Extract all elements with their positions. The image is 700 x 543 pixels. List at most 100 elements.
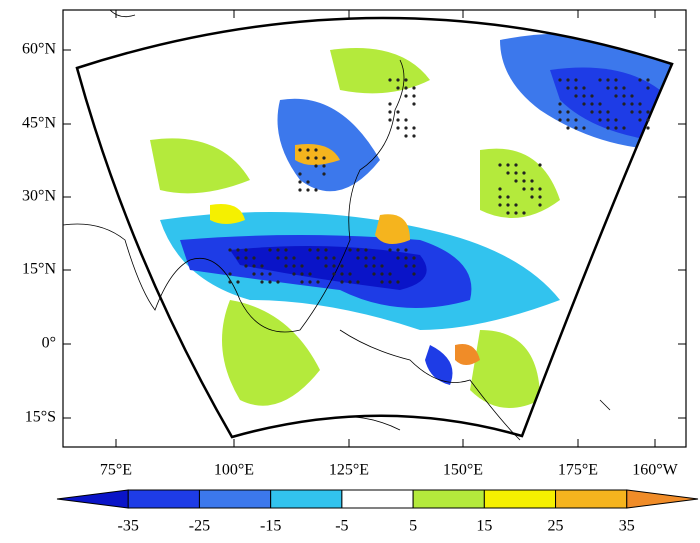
dot <box>412 256 416 260</box>
dot <box>498 195 502 199</box>
dot <box>558 102 562 106</box>
dot <box>314 148 318 152</box>
dot <box>630 94 634 98</box>
dot <box>316 248 320 252</box>
dot <box>646 86 650 90</box>
coastlines <box>62 9 611 441</box>
dot <box>522 171 526 175</box>
dot <box>614 94 618 98</box>
dot <box>582 126 586 130</box>
dot <box>300 272 304 276</box>
colorbar-label: 15 <box>476 518 492 535</box>
dot <box>530 179 534 183</box>
dot <box>630 102 634 106</box>
dot <box>276 280 280 284</box>
dot <box>590 102 594 106</box>
dot <box>614 126 618 130</box>
dot <box>566 118 570 122</box>
dot <box>396 78 400 82</box>
colorbar-end <box>626 489 699 509</box>
dot <box>396 86 400 90</box>
dot <box>606 118 610 122</box>
dot <box>300 280 304 284</box>
dot <box>244 248 248 252</box>
colorbar-segment <box>127 489 200 509</box>
dot <box>574 126 578 130</box>
dot <box>514 171 518 175</box>
dot <box>404 248 408 252</box>
dot <box>574 78 578 82</box>
dot <box>514 211 518 215</box>
colorbar-segment <box>341 489 414 509</box>
dot <box>348 272 352 276</box>
dot <box>404 118 408 122</box>
dot <box>530 195 534 199</box>
colorbar-label: -15 <box>260 518 281 535</box>
dot <box>396 280 400 284</box>
dot <box>404 126 408 130</box>
dot <box>412 94 416 98</box>
dot <box>314 156 318 160</box>
dot <box>388 102 392 106</box>
dot <box>292 272 296 276</box>
dot <box>332 272 336 276</box>
dot <box>356 248 360 252</box>
dot <box>574 118 578 122</box>
dot <box>236 280 240 284</box>
dot <box>498 187 502 191</box>
dot <box>324 248 328 252</box>
dot <box>260 264 264 268</box>
dot <box>252 256 256 260</box>
dot <box>306 156 310 160</box>
dot <box>396 110 400 114</box>
dot <box>380 272 384 276</box>
dot <box>308 248 312 252</box>
dot <box>566 110 570 114</box>
dot <box>388 110 392 114</box>
dot <box>298 180 302 184</box>
dot <box>396 248 400 252</box>
dot <box>388 118 392 122</box>
dot <box>324 264 328 268</box>
dot <box>292 264 296 268</box>
dot <box>260 272 264 276</box>
dot <box>314 164 318 168</box>
dot <box>252 264 256 268</box>
dot <box>606 126 610 130</box>
dot <box>322 156 326 160</box>
dot <box>276 248 280 252</box>
dot <box>276 256 280 260</box>
dot <box>506 163 510 167</box>
colorbar-segment <box>412 489 485 509</box>
dot <box>590 94 594 98</box>
dot <box>614 78 618 82</box>
dot <box>316 280 320 284</box>
dot <box>622 94 626 98</box>
dot <box>364 256 368 260</box>
dot <box>356 256 360 260</box>
dot <box>228 272 232 276</box>
lat-label: 15°N <box>22 261 56 278</box>
dot <box>646 118 650 122</box>
dot <box>582 102 586 106</box>
dot <box>324 256 328 260</box>
dot <box>646 126 650 130</box>
dot <box>598 102 602 106</box>
colorbar-segment <box>483 489 557 509</box>
dot <box>268 280 272 284</box>
dot <box>498 203 502 207</box>
dot <box>322 164 326 168</box>
dot <box>566 78 570 82</box>
colorbar-label: 35 <box>619 518 635 535</box>
dot <box>388 78 392 82</box>
dot <box>566 86 570 90</box>
dot <box>522 179 526 183</box>
dot <box>308 272 312 276</box>
dot <box>228 280 232 284</box>
dot <box>298 188 302 192</box>
dot <box>236 248 240 252</box>
lat-label: 60°N <box>22 41 56 58</box>
dot <box>404 94 408 98</box>
dot <box>268 272 272 276</box>
dot <box>308 280 312 284</box>
